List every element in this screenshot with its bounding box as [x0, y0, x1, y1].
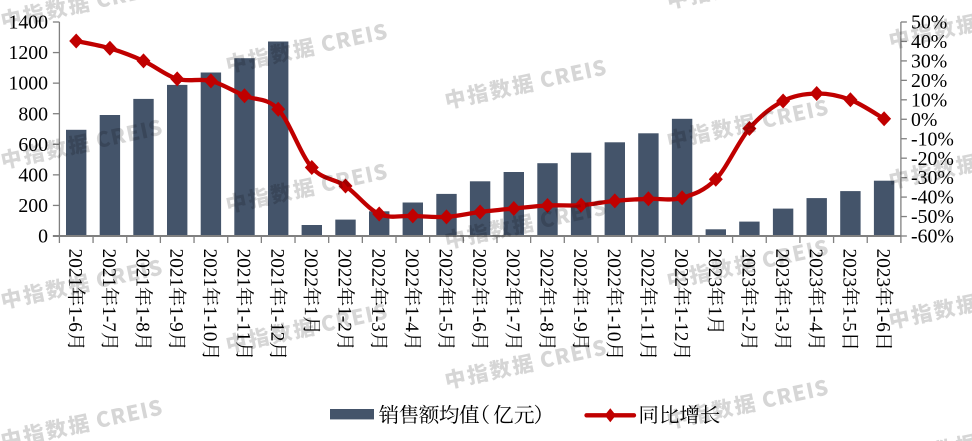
svg-text:1200: 1200 — [8, 42, 48, 64]
svg-text:0: 0 — [38, 226, 48, 248]
svg-text:800: 800 — [18, 103, 48, 125]
svg-text:0%: 0% — [911, 109, 937, 131]
svg-text:-40%: -40% — [911, 187, 954, 209]
svg-text:1000: 1000 — [8, 73, 48, 95]
svg-text:200: 200 — [18, 195, 48, 217]
svg-text:-60%: -60% — [911, 226, 954, 248]
svg-text:400: 400 — [18, 165, 48, 187]
svg-text:40%: 40% — [911, 31, 947, 53]
svg-text:-10%: -10% — [911, 128, 954, 150]
svg-text:-50%: -50% — [911, 206, 954, 228]
svg-text:30%: 30% — [911, 51, 947, 73]
svg-text:10%: 10% — [911, 89, 947, 111]
svg-text:20%: 20% — [911, 70, 947, 92]
